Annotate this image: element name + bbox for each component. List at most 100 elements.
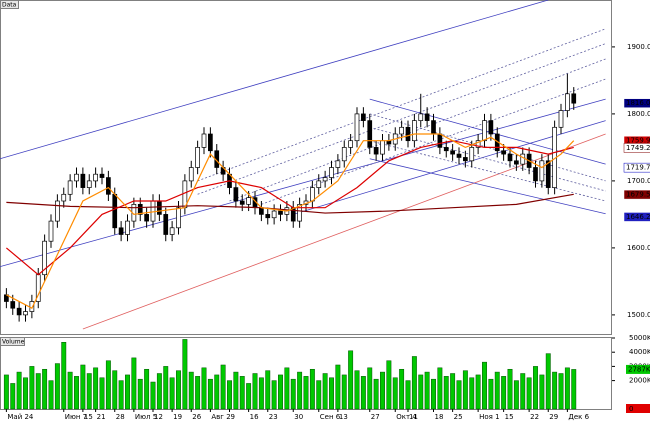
volume-bar bbox=[520, 373, 526, 410]
candle-body bbox=[456, 153, 462, 158]
y-tick-label: 1600.00 bbox=[627, 244, 650, 252]
volume-marker bbox=[626, 364, 650, 374]
volume-bar bbox=[322, 373, 328, 410]
volume-bar bbox=[93, 367, 99, 410]
candle-body bbox=[67, 180, 73, 195]
volume-bar bbox=[354, 370, 360, 410]
price-marker bbox=[623, 189, 650, 200]
candle-body bbox=[373, 147, 379, 155]
volume-bar bbox=[246, 383, 252, 410]
x-tick-label: 22 bbox=[530, 413, 539, 421]
x-tick-label: 12 bbox=[154, 413, 163, 421]
volume-bar bbox=[86, 373, 92, 410]
volume-bar bbox=[335, 364, 341, 410]
volume-bar bbox=[99, 377, 105, 410]
panel-tag bbox=[0, 337, 25, 346]
price-marker-label: 1749.27 bbox=[626, 144, 650, 152]
candle-body bbox=[48, 220, 54, 242]
volume-bar bbox=[3, 374, 9, 410]
volume-bar bbox=[182, 339, 188, 410]
volume-bar bbox=[137, 378, 143, 410]
candle-body bbox=[55, 200, 60, 222]
x-tick-label: Июл 5 bbox=[135, 413, 157, 421]
candle-body bbox=[246, 197, 251, 205]
candle-body bbox=[488, 120, 494, 135]
volume-bar bbox=[341, 374, 347, 410]
volume-bar bbox=[188, 371, 194, 410]
candle-body bbox=[80, 173, 86, 188]
price-marker-label: 1759.96 bbox=[626, 137, 650, 145]
volume-bar bbox=[437, 367, 443, 410]
volume-bar bbox=[309, 368, 315, 410]
volume-bar bbox=[271, 380, 277, 410]
x-tick-label: 28 bbox=[116, 413, 125, 421]
candle-body bbox=[533, 167, 538, 182]
volume-bar bbox=[405, 380, 411, 410]
y-tick-label: 1500.00 bbox=[627, 311, 650, 319]
x-tick-label: 15 bbox=[84, 413, 93, 421]
volume-bar bbox=[61, 342, 67, 410]
candle-body bbox=[112, 193, 118, 229]
volume-zero-label: 0 bbox=[629, 405, 633, 413]
candle-body bbox=[475, 140, 481, 148]
candle-body bbox=[469, 147, 475, 162]
x-tick-label: Окт 4 bbox=[396, 413, 417, 421]
x-tick-label: 9 bbox=[231, 413, 235, 421]
volume-bar bbox=[23, 377, 28, 410]
volume-bar bbox=[418, 374, 424, 410]
candle-body bbox=[150, 200, 156, 222]
volume-bar bbox=[176, 370, 181, 410]
volume-bar bbox=[507, 368, 513, 410]
x-tick-label: 21 bbox=[97, 413, 106, 421]
x-tick-label: Май 24 bbox=[7, 413, 34, 421]
trendline bbox=[369, 158, 606, 215]
volume-bar bbox=[118, 380, 124, 410]
moving-average bbox=[6, 193, 574, 214]
volume-bar bbox=[169, 377, 175, 410]
volume-zero-box bbox=[626, 404, 650, 413]
candle-body bbox=[42, 240, 47, 276]
volume-bar bbox=[297, 371, 303, 410]
x-tick-label: 26 bbox=[192, 413, 201, 421]
volume-tick-label: 4000K bbox=[629, 348, 650, 356]
volume-bar bbox=[475, 374, 481, 410]
candle-body bbox=[265, 214, 271, 219]
candle-body bbox=[431, 120, 436, 135]
x-tick-label: Июн 7 bbox=[65, 413, 87, 421]
volume-bar bbox=[386, 360, 392, 410]
trendline bbox=[369, 113, 606, 182]
moving-average bbox=[5, 140, 574, 276]
volume-bar bbox=[54, 363, 60, 410]
volume-bar bbox=[265, 370, 271, 410]
volume-tick-label: 2000K bbox=[629, 377, 650, 385]
price-marker-label: 1816.00 bbox=[626, 99, 650, 107]
volume-bar bbox=[278, 374, 283, 410]
candle-body bbox=[316, 180, 322, 188]
candle-body bbox=[61, 193, 67, 202]
candle-body bbox=[208, 133, 213, 152]
volume-bar bbox=[545, 353, 551, 410]
volume-panel bbox=[0, 337, 612, 410]
panel-tag bbox=[0, 0, 19, 9]
volume-bar bbox=[469, 377, 475, 410]
trendline bbox=[229, 58, 606, 202]
volume-bar bbox=[156, 373, 162, 410]
volume-bar bbox=[48, 380, 54, 410]
candle-body bbox=[271, 210, 277, 219]
x-tick-label: 16 bbox=[250, 413, 259, 421]
volume-bar bbox=[163, 366, 169, 410]
volume-bar bbox=[74, 376, 79, 410]
price-marker-label: 1679.57 bbox=[626, 191, 650, 199]
volume-bar bbox=[303, 376, 309, 410]
volume-bar bbox=[35, 373, 41, 410]
candle-body bbox=[176, 207, 181, 229]
trendline bbox=[197, 43, 606, 195]
x-tick-label: Дек 6 bbox=[568, 413, 589, 421]
candle-body bbox=[424, 113, 430, 121]
volume-bar bbox=[380, 371, 385, 410]
volume-bar bbox=[227, 380, 232, 410]
candle-body bbox=[507, 153, 513, 162]
candle-body bbox=[329, 167, 334, 178]
volume-bar bbox=[424, 371, 430, 410]
